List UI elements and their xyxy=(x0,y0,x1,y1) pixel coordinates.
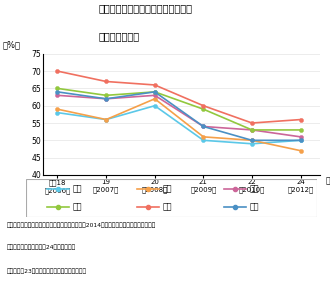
Text: 小３: 小３ xyxy=(250,185,259,194)
Text: 小６: 小６ xyxy=(250,203,259,212)
Text: 小１: 小１ xyxy=(73,185,82,194)
Text: 小４: 小４ xyxy=(73,203,82,212)
Text: （年度）: （年度） xyxy=(326,176,330,185)
Text: 実態調査（平成24年度調査）」: 実態調査（平成24年度調査）」 xyxy=(7,244,76,250)
Text: 学校以外の団体などが行う自然体験: 学校以外の団体などが行う自然体験 xyxy=(99,3,193,13)
Text: 第1-3-31図: 第1-3-31図 xyxy=(28,22,68,31)
Text: （%）: （%） xyxy=(3,40,21,49)
Text: 小２: 小２ xyxy=(163,185,172,194)
Text: 活動への参加率: 活動への参加率 xyxy=(99,31,140,41)
Text: 小５: 小５ xyxy=(163,203,172,212)
Text: （出典）独立行政法人国立青少年教育振興機構（2014）「青少年の体験活動等に関する: （出典）独立行政法人国立青少年教育振興機構（2014）「青少年の体験活動等に関す… xyxy=(7,222,156,228)
Text: （注）平成23年度は調査が実施されていない。: （注）平成23年度は調査が実施されていない。 xyxy=(7,268,87,274)
